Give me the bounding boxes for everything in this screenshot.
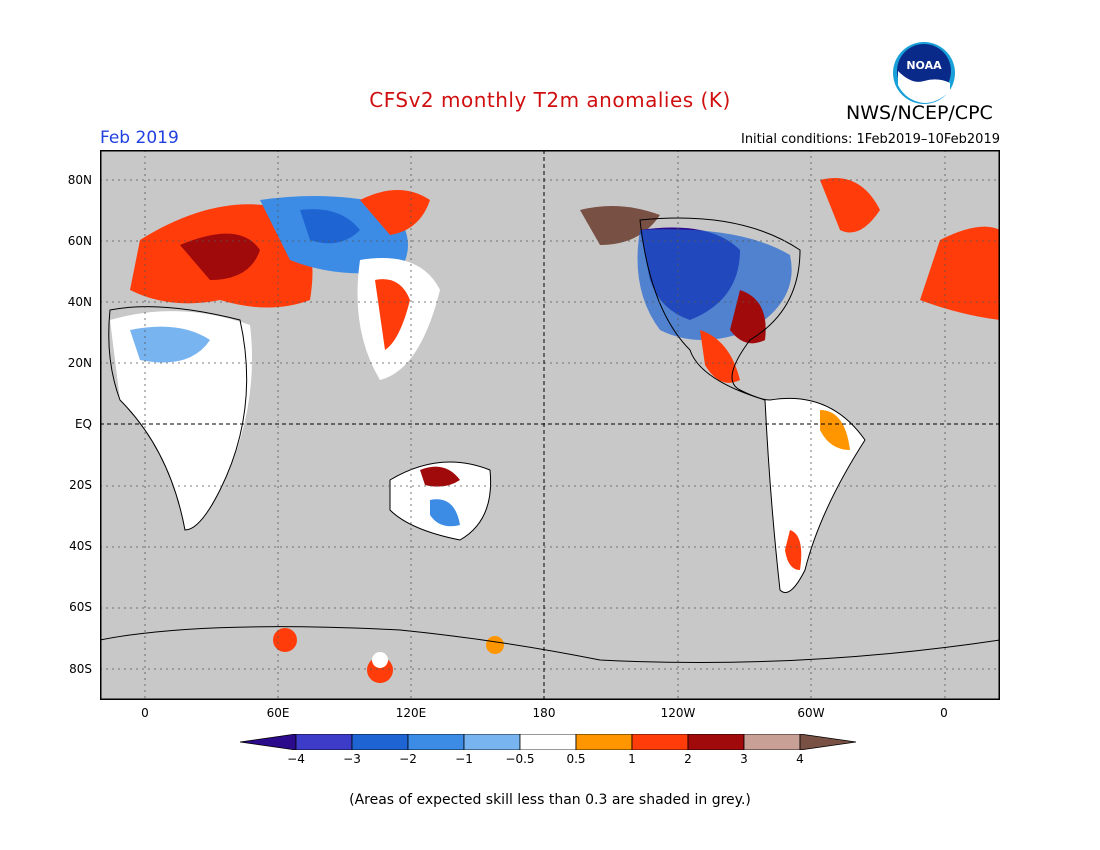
- lat-label: 60N: [67, 234, 92, 248]
- lat-label: 40N: [67, 295, 92, 309]
- colorbar-bin: [799, 734, 857, 750]
- colorbar-bin: [351, 734, 409, 750]
- colorbar-bin: [295, 734, 353, 750]
- colorbar-bin: [631, 734, 689, 750]
- colorbar-label: −4: [287, 752, 305, 766]
- chart-title: CFSv2 monthly T2m anomalies (K): [369, 88, 731, 112]
- noaa-logo: NOAA: [893, 42, 955, 104]
- lon-label: 60W: [797, 706, 825, 720]
- colorbar-label: 1: [628, 752, 636, 766]
- colorbar-bin: [575, 734, 633, 750]
- colorbar-bin: [687, 734, 745, 750]
- colorbar-bin: [240, 734, 297, 750]
- colorbar-label: −0.5: [505, 752, 535, 766]
- colorbar-label: 2: [684, 752, 692, 766]
- agency-label: NWS/NCEP/CPC: [846, 102, 993, 124]
- lat-label: 40S: [69, 539, 92, 553]
- colorbar-bin: [407, 734, 465, 750]
- anomaly-fields: [110, 178, 1000, 683]
- forecast-month: Feb 2019: [100, 128, 179, 148]
- map-frame: [100, 150, 1000, 700]
- logo-text: NOAA: [906, 59, 942, 72]
- lon-label: 0: [141, 706, 149, 720]
- colorbar-label: −3: [343, 752, 361, 766]
- graticule: [100, 150, 1000, 700]
- lat-label: 20N: [67, 356, 92, 370]
- lon-label: 120W: [660, 706, 696, 720]
- lat-label: 20S: [69, 478, 92, 492]
- colorbar-label: −1: [455, 752, 473, 766]
- colorbar: [240, 734, 857, 750]
- colorbar-label: 4: [796, 752, 804, 766]
- lon-label: 120E: [395, 706, 427, 720]
- colorbar-label: −2: [399, 752, 417, 766]
- colorbar-label: 3: [740, 752, 748, 766]
- colorbar-label: 0.5: [566, 752, 586, 766]
- equator-and-dateline: [100, 150, 1000, 700]
- colorbar-bin: [743, 734, 801, 750]
- lon-label: 60E: [266, 706, 290, 720]
- coastlines: [100, 217, 1000, 663]
- lon-label: 0: [940, 706, 948, 720]
- initial-conditions: Initial conditions: 1Feb2019–10Feb2019: [740, 132, 1000, 147]
- lat-label: 80S: [69, 662, 92, 676]
- footnote: (Areas of expected skill less than 0.3 a…: [349, 792, 751, 808]
- lat-label: 60S: [69, 600, 92, 614]
- lon-label: 180: [532, 706, 556, 720]
- anomaly-map: [100, 150, 1000, 700]
- lat-label: EQ: [74, 417, 92, 431]
- colorbar-bin: [463, 734, 521, 750]
- lat-label: 80N: [67, 173, 92, 187]
- colorbar-bin: [519, 734, 577, 750]
